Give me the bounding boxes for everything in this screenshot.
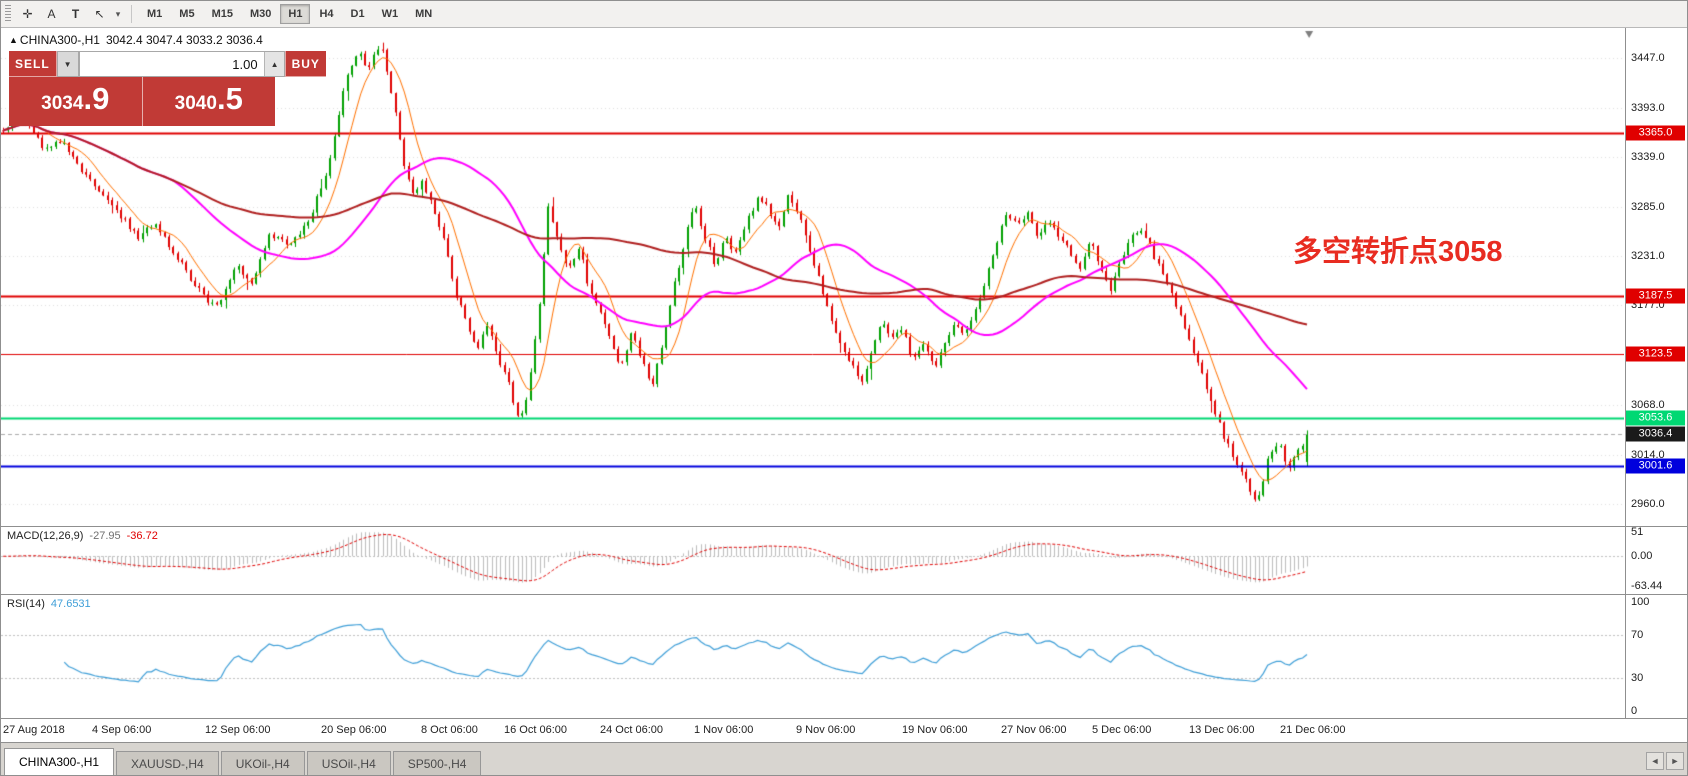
timeframe-m1-button[interactable]: M1 [139,4,170,24]
axis-scale-label: 2960.0 [1631,498,1665,511]
symbol-marker-icon: ▲ [9,35,18,45]
sell-price-main: 3034 [41,93,84,114]
rsi-indicator-panel: 100 70 30 0 RSI(14) 47.6531 [1,594,1687,718]
symbol-info: ▲ CHINA300-,H1 3042.4 3047.4 3033.2 3036.4 [9,33,263,47]
buy-price-decimal: .5 [216,81,243,116]
timeframe-mn-button[interactable]: MN [407,4,440,24]
volume-input[interactable] [79,52,264,76]
time-axis-label: 4 Sep 06:00 [92,724,152,736]
macd-name: MACD(12,26,9) [7,530,84,542]
symbol-ohlc-values: 3042.4 3047.4 3033.2 3036.4 [105,33,263,47]
symbol-name: CHINA300-,H1 [19,33,100,47]
timeframe-button-group: M1 M5 M15 M30 H1 H4 D1 W1 MN [139,4,440,24]
axis-price-badge: 3187.5 [1626,288,1685,304]
sell-price[interactable]: 3034.9 [9,77,142,126]
macd-canvas[interactable] [1,527,1624,594]
axis-scale-label: 51 [1631,526,1644,539]
timeframe-d1-button[interactable]: D1 [343,4,373,24]
time-axis-label: 9 Nov 06:00 [796,724,856,736]
timeframe-m15-button[interactable]: M15 [204,4,241,24]
axis-price-badge: 3365.0 [1626,125,1685,141]
time-axis-label: 8 Oct 06:00 [421,724,478,736]
time-axis-label: 13 Dec 06:00 [1189,724,1255,736]
text-label-icon[interactable]: A [40,4,63,25]
macd-main-value: -27.95 [89,530,121,542]
axis-scale-label: 3231.0 [1631,249,1665,262]
rsi-name: RSI(14) [7,598,45,610]
axis-scale-label: -63.44 [1631,580,1663,593]
toolbar-separator [131,5,132,23]
tabs-scroll-left-button[interactable]: ◄ [1646,752,1664,770]
axis-scale-label: 3068.0 [1631,399,1665,412]
timeframe-h1-button[interactable]: H1 [280,4,311,24]
axis-scale-label: 70 [1631,628,1644,641]
sell-price-decimal: .9 [83,81,110,116]
buy-price-main: 3040 [174,93,217,114]
volume-dropdown-button[interactable]: ▼ [56,51,79,77]
time-axis-label: 20 Sep 06:00 [321,724,387,736]
axis-scale-label: 0 [1631,705,1638,717]
time-axis-label: 21 Dec 06:00 [1280,724,1346,736]
timeframe-w1-button[interactable]: W1 [374,4,407,24]
cursor-style-icon[interactable]: ↖ [88,4,111,25]
text-tool-icon[interactable]: T [64,4,87,25]
macd-signal-value: -36.72 [126,530,158,542]
time-axis-label: 19 Nov 06:00 [902,724,968,736]
axis-scale-label: 3014.0 [1631,448,1665,461]
crosshair-icon[interactable]: ✛ [16,4,39,25]
axis-price-badge: 3001.6 [1626,458,1685,474]
chart-tab-xauusd-h4[interactable]: XAUUSD-,H4 [116,751,219,775]
axis-scale-label: 3393.0 [1631,101,1665,114]
volume-increase-button[interactable]: ▲ [263,52,284,76]
toolbar-grip[interactable] [5,5,11,23]
time-axis-label: 5 Dec 06:00 [1092,724,1152,736]
price-chart-panel: 3447.0 3393.0 3339.0 3285.0 3231.0 3177.0 3068… [1,28,1687,526]
axis-price-badge: 3036.4 [1626,426,1685,442]
tab-scroll-controls: ◄ ► [1646,752,1684,775]
buy-price[interactable]: 3040.5 [141,77,276,126]
chart-tab-bar: CHINA300-,H1 XAUUSD-,H4 UKOil-,H4 USOil-,H4… [1,742,1687,775]
rsi-value: 47.6531 [50,598,91,610]
timeframe-m5-button[interactable]: M5 [171,4,202,24]
axis-scale-label: 30 [1631,672,1644,685]
indicator-dropdown-caret-icon[interactable]: ▾ [112,4,124,25]
axis-scale-label: 3339.0 [1631,151,1665,164]
macd-indicator-panel: 51 0.00 -63.44 MACD(12,26,9) -27.95 -36.72 [1,526,1687,594]
time-axis[interactable]: 27 Aug 2018 4 Sep 06:00 12 Sep 06:00 20 Sep… [1,718,1687,742]
time-axis-label: 12 Sep 06:00 [205,724,271,736]
toolbar: ✛ A T ↖ ▾ M1 M5 M15 M30 H1 H4 D1 W1 MN [1,1,1687,28]
rsi-axis[interactable]: 100 70 30 0 [1625,595,1687,718]
macd-label: MACD(12,26,9) -27.95 -36.72 [7,530,158,542]
one-click-trading-panel: SELL ▼ ▲ BUY 3034.9 3040.5 [9,51,326,126]
time-axis-label: 27 Aug 2018 [3,724,65,736]
chart-tab-sp500-h4[interactable]: SP500-,H4 [392,751,482,775]
axis-scale-label: 3447.0 [1631,52,1665,65]
axis-scale-label: 100 [1631,596,1650,608]
time-axis-label: 16 Oct 06:00 [504,724,567,736]
macd-axis[interactable]: 51 0.00 -63.44 [1625,527,1687,594]
rsi-canvas[interactable] [1,595,1624,718]
chart-tab-usoil-h4[interactable]: USOil-,H4 [306,751,391,775]
timeframe-m30-button[interactable]: M30 [242,4,279,24]
axis-scale-label: 3285.0 [1631,200,1665,213]
axis-scale-label: 0.00 [1631,550,1653,563]
timeframe-h4-button[interactable]: H4 [311,4,341,24]
time-axis-label: 24 Oct 06:00 [600,724,663,736]
time-axis-label: 27 Nov 06:00 [1001,724,1067,736]
chart-annotation: 多空转折点3058 [1293,236,1503,268]
chart-tab-ukoil-h4[interactable]: UKOil-,H4 [220,751,305,775]
rsi-label: RSI(14) 47.6531 [7,598,91,610]
price-axis[interactable]: 3447.0 3393.0 3339.0 3285.0 3231.0 3177.0 3068… [1625,28,1687,526]
tabs-scroll-right-button[interactable]: ► [1666,752,1684,770]
axis-price-badge: 3053.6 [1626,410,1685,426]
time-axis-label: 1 Nov 06:00 [694,724,754,736]
chart-tab-china300-h1[interactable]: CHINA300-,H1 [4,748,115,775]
sell-button[interactable]: SELL [9,51,57,77]
axis-price-badge: 3123.5 [1626,346,1685,362]
chart-tabs: CHINA300-,H1 XAUUSD-,H4 UKOil-,H4 USOil-,H4… [4,748,483,775]
buy-button[interactable]: BUY [284,51,326,77]
volume-field: ▲ [78,51,285,77]
